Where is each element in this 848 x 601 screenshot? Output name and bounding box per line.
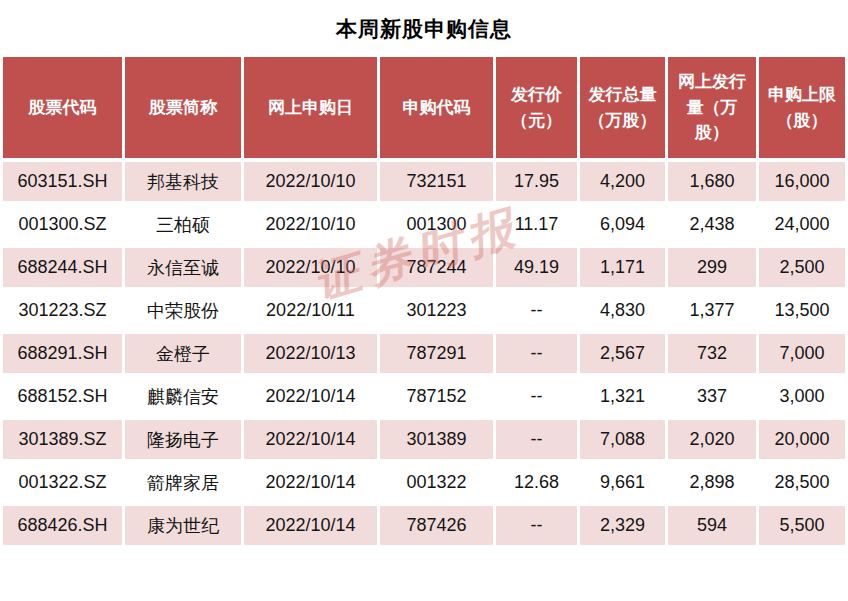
col-subscription-limit: 申购上限 （股） xyxy=(759,57,845,158)
cell-issue-price: -- xyxy=(496,291,577,330)
cell-subscription-code: 301389 xyxy=(380,420,493,459)
table-row: 603151.SH 邦基科技 2022/10/10 732151 17.95 4… xyxy=(3,162,845,201)
cell-online-subscription-date: 2022/10/11 xyxy=(244,291,377,330)
cell-total-issuance: 1,171 xyxy=(580,248,665,287)
cell-online-issuance: 2,438 xyxy=(668,205,756,244)
table-row: 301389.SZ 隆扬电子 2022/10/14 301389 -- 7,08… xyxy=(3,420,845,459)
cell-issue-price: 12.68 xyxy=(496,463,577,502)
cell-online-issuance: 299 xyxy=(668,248,756,287)
table-header: 股票代码 股票简称 网上申购日 申购代码 发行价 （元） 发行总量 （万股） 网… xyxy=(3,57,845,158)
cell-online-issuance: 1,377 xyxy=(668,291,756,330)
cell-stock-name: 康为世纪 xyxy=(125,506,241,545)
cell-online-subscription-date: 2022/10/10 xyxy=(244,248,377,287)
cell-subscription-limit: 24,000 xyxy=(759,205,845,244)
cell-stock-code: 603151.SH xyxy=(3,162,122,201)
cell-online-issuance: 594 xyxy=(668,506,756,545)
cell-total-issuance: 1,321 xyxy=(580,377,665,416)
cell-online-subscription-date: 2022/10/14 xyxy=(244,420,377,459)
cell-subscription-limit: 2,500 xyxy=(759,248,845,287)
cell-online-subscription-date: 2022/10/10 xyxy=(244,205,377,244)
cell-total-issuance: 9,661 xyxy=(580,463,665,502)
cell-total-issuance: 4,830 xyxy=(580,291,665,330)
cell-stock-code: 688244.SH xyxy=(3,248,122,287)
cell-subscription-limit: 16,000 xyxy=(759,162,845,201)
cell-online-issuance: 1,680 xyxy=(668,162,756,201)
col-stock-code: 股票代码 xyxy=(3,57,122,158)
cell-stock-name: 永信至诚 xyxy=(125,248,241,287)
cell-subscription-code: 787291 xyxy=(380,334,493,373)
cell-stock-code: 688291.SH xyxy=(3,334,122,373)
cell-total-issuance: 4,200 xyxy=(580,162,665,201)
cell-issue-price: 49.19 xyxy=(496,248,577,287)
cell-online-subscription-date: 2022/10/13 xyxy=(244,334,377,373)
col-total-issuance: 发行总量 （万股） xyxy=(580,57,665,158)
table-row: 001300.SZ 三柏硕 2022/10/10 001300 11.17 6,… xyxy=(3,205,845,244)
cell-stock-name: 中荣股份 xyxy=(125,291,241,330)
table-row: 688152.SH 麒麟信安 2022/10/14 787152 -- 1,32… xyxy=(3,377,845,416)
cell-online-issuance: 732 xyxy=(668,334,756,373)
cell-issue-price: 17.95 xyxy=(496,162,577,201)
col-online-issuance: 网上发行 量（万 股） xyxy=(668,57,756,158)
cell-subscription-limit: 7,000 xyxy=(759,334,845,373)
col-issue-price: 发行价 （元） xyxy=(496,57,577,158)
table-row: 688426.SH 康为世纪 2022/10/14 787426 -- 2,32… xyxy=(3,506,845,545)
cell-subscription-limit: 20,000 xyxy=(759,420,845,459)
cell-stock-code: 001300.SZ xyxy=(3,205,122,244)
cell-subscription-code: 787152 xyxy=(380,377,493,416)
cell-stock-name: 麒麟信安 xyxy=(125,377,241,416)
col-stock-name: 股票简称 xyxy=(125,57,241,158)
cell-subscription-code: 301223 xyxy=(380,291,493,330)
cell-subscription-limit: 13,500 xyxy=(759,291,845,330)
cell-subscription-code: 787426 xyxy=(380,506,493,545)
cell-stock-name: 三柏硕 xyxy=(125,205,241,244)
table-row: 688291.SH 金橙子 2022/10/13 787291 -- 2,567… xyxy=(3,334,845,373)
cell-subscription-code: 001300 xyxy=(380,205,493,244)
cell-online-subscription-date: 2022/10/10 xyxy=(244,162,377,201)
table-row: 001322.SZ 箭牌家居 2022/10/14 001322 12.68 9… xyxy=(3,463,845,502)
cell-stock-name: 隆扬电子 xyxy=(125,420,241,459)
cell-subscription-code: 001322 xyxy=(380,463,493,502)
header-row: 股票代码 股票简称 网上申购日 申购代码 发行价 （元） 发行总量 （万股） 网… xyxy=(3,57,845,158)
cell-subscription-limit: 3,000 xyxy=(759,377,845,416)
page-title: 本周新股申购信息 xyxy=(0,0,848,43)
cell-issue-price: 11.17 xyxy=(496,205,577,244)
table-row: 688244.SH 永信至诚 2022/10/10 787244 49.19 1… xyxy=(3,248,845,287)
cell-subscription-limit: 5,500 xyxy=(759,506,845,545)
cell-stock-code: 001322.SZ xyxy=(3,463,122,502)
cell-online-subscription-date: 2022/10/14 xyxy=(244,377,377,416)
cell-stock-code: 301389.SZ xyxy=(3,420,122,459)
cell-subscription-code: 787244 xyxy=(380,248,493,287)
cell-stock-name: 邦基科技 xyxy=(125,162,241,201)
cell-stock-name: 金橙子 xyxy=(125,334,241,373)
cell-issue-price: -- xyxy=(496,377,577,416)
cell-total-issuance: 2,567 xyxy=(580,334,665,373)
cell-stock-code: 688426.SH xyxy=(3,506,122,545)
cell-online-subscription-date: 2022/10/14 xyxy=(244,463,377,502)
cell-issue-price: -- xyxy=(496,334,577,373)
cell-stock-name: 箭牌家居 xyxy=(125,463,241,502)
table-body: 603151.SH 邦基科技 2022/10/10 732151 17.95 4… xyxy=(3,162,845,545)
cell-total-issuance: 7,088 xyxy=(580,420,665,459)
cell-total-issuance: 6,094 xyxy=(580,205,665,244)
cell-stock-code: 301223.SZ xyxy=(3,291,122,330)
cell-stock-code: 688152.SH xyxy=(3,377,122,416)
cell-subscription-limit: 28,500 xyxy=(759,463,845,502)
new-stock-subscription-table: 股票代码 股票简称 网上申购日 申购代码 发行价 （元） 发行总量 （万股） 网… xyxy=(0,53,848,549)
col-online-subscription-date: 网上申购日 xyxy=(244,57,377,158)
cell-issue-price: -- xyxy=(496,506,577,545)
table-row: 301223.SZ 中荣股份 2022/10/11 301223 -- 4,83… xyxy=(3,291,845,330)
cell-subscription-code: 732151 xyxy=(380,162,493,201)
cell-online-issuance: 337 xyxy=(668,377,756,416)
cell-online-subscription-date: 2022/10/14 xyxy=(244,506,377,545)
cell-total-issuance: 2,329 xyxy=(580,506,665,545)
col-subscription-code: 申购代码 xyxy=(380,57,493,158)
cell-online-issuance: 2,020 xyxy=(668,420,756,459)
cell-issue-price: -- xyxy=(496,420,577,459)
cell-online-issuance: 2,898 xyxy=(668,463,756,502)
